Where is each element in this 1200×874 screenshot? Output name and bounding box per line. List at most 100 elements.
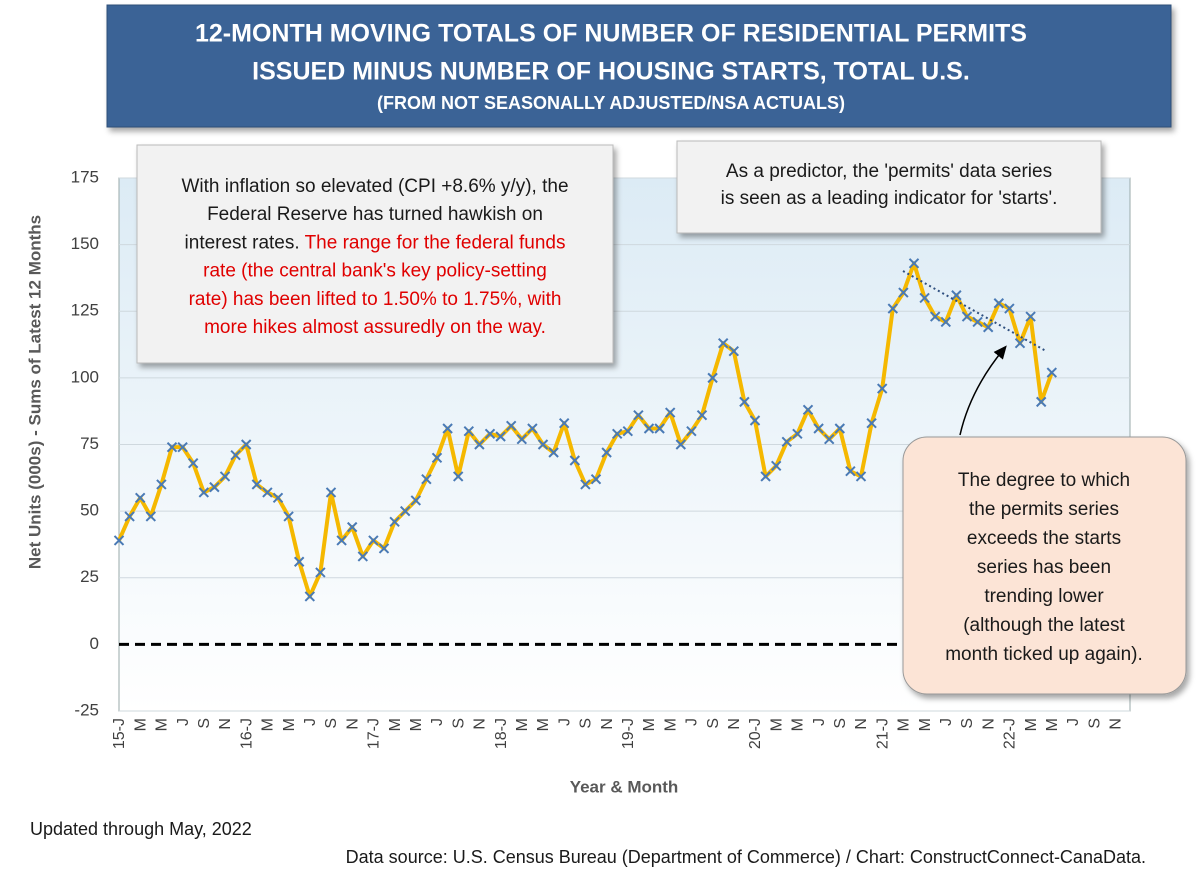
marker [707,372,718,384]
series [113,258,1058,602]
note: Updated through May, 2022 [30,819,252,839]
x-tick-label: 22-J [1002,718,1019,749]
x-tick-label: N [472,718,489,730]
x-tick-label: J [938,718,955,726]
x-tick-label: S [323,718,340,729]
annotation-text: exceeds the starts [967,528,1121,549]
marker [558,417,570,429]
x-tick-label: J [175,718,192,726]
annotation-text: interest rates. The range for the federa… [185,232,566,253]
x-tick-label: M [768,718,785,731]
x-tick-label: S [705,718,722,729]
arrow [959,345,1007,436]
annotation-segment: month ticked up again). [945,644,1143,665]
marker [813,423,824,434]
x-tick-label: S [832,718,849,729]
x-tick-label: M [132,718,149,731]
x-axis-label: Year & Month [570,777,679,796]
subtitle: (FROM NOT SEASONALLY ADJUSTED/NSA ACTUAL… [377,93,845,113]
marker [982,322,994,333]
marker [664,407,676,418]
marker [1046,367,1058,378]
annotation-segment: exceeds the starts [967,528,1121,549]
x-tick-label: J [684,718,701,726]
x-tick-label: 15-J [111,718,128,749]
marker [823,433,835,445]
annotation-segment: (although the latest [963,615,1125,636]
marker [187,457,199,469]
annotation-box [676,140,1102,234]
marker [686,425,697,437]
note: Data source: U.S. Census Bureau (Departm… [346,847,1146,867]
marker [760,471,771,482]
x-tick-label: S [959,718,976,729]
marker [134,492,146,504]
marker [293,556,305,567]
x-tick-label: 18-J [493,718,510,749]
annotation-text: series has been [977,557,1111,578]
annotation-text: With inflation so elevated (CPI +8.6% y/… [181,176,568,197]
marker [474,439,485,450]
title-box [106,4,1172,128]
annotation-box [136,144,614,364]
marker [622,425,634,437]
y-tick-label: 50 [80,501,99,520]
x-tick-label: 16-J [238,718,255,749]
marker [421,473,432,485]
annotation-segment: With inflation so elevated (CPI +8.6% y/… [181,176,568,197]
annotation-text: rate (the central bank's key policy-sett… [203,261,547,282]
marker [792,428,803,440]
marker [876,383,888,394]
marker [834,423,846,434]
annotation-segment: the permits series [969,499,1119,520]
marker [527,423,538,434]
marker [611,428,623,440]
marker [357,551,369,562]
annotation-text: Federal Reserve has turned hawkish on [207,204,543,225]
x-tick-label: 17-J [366,718,383,749]
x-tick-label: N [1108,718,1125,730]
marker [325,487,337,498]
marker [251,479,263,490]
annotation-segment: The degree to which [958,470,1130,491]
annotation-box [902,436,1187,695]
marker [283,511,294,522]
annotation-text: the permits series [969,499,1119,520]
marker [590,473,602,485]
marker [484,428,496,440]
annotations: With inflation so elevated (CPI +8.6% y/… [181,161,1142,665]
trend-line [902,270,1047,352]
annotation-segment: Federal Reserve has turned hawkish on [207,204,543,225]
y-tick-label: 175 [71,167,99,186]
x-tick-label: M [790,718,807,731]
marker [951,290,962,301]
x-tick-label: M [917,718,934,731]
marker [1035,396,1047,408]
y-tick-label: 150 [71,234,99,253]
marker [654,423,665,434]
marker [537,439,549,450]
marker [548,447,559,458]
marker [368,535,379,546]
x-tick-label: S [450,718,467,729]
title: 12-MONTH MOVING TOTALS OF NUMBER OF RESI… [195,20,1027,48]
x-tick-label: 20-J [747,718,764,749]
marker [219,471,231,482]
marker [993,298,1005,309]
x-tick-label: M [514,718,531,731]
marker [717,338,729,349]
marker [802,404,814,416]
y-axis-label: Net Units (000s) - Sums of Latest 12 Mon… [25,215,44,569]
marker [643,423,655,434]
marker [728,346,740,357]
marker [919,292,930,304]
x-tick-label: N [980,718,997,730]
marker [696,409,708,421]
marker [113,535,125,546]
x-tick-label: M [281,718,298,731]
y-tick-label: 0 [90,634,99,653]
x-tick-label: N [726,718,743,730]
marker [166,441,178,453]
